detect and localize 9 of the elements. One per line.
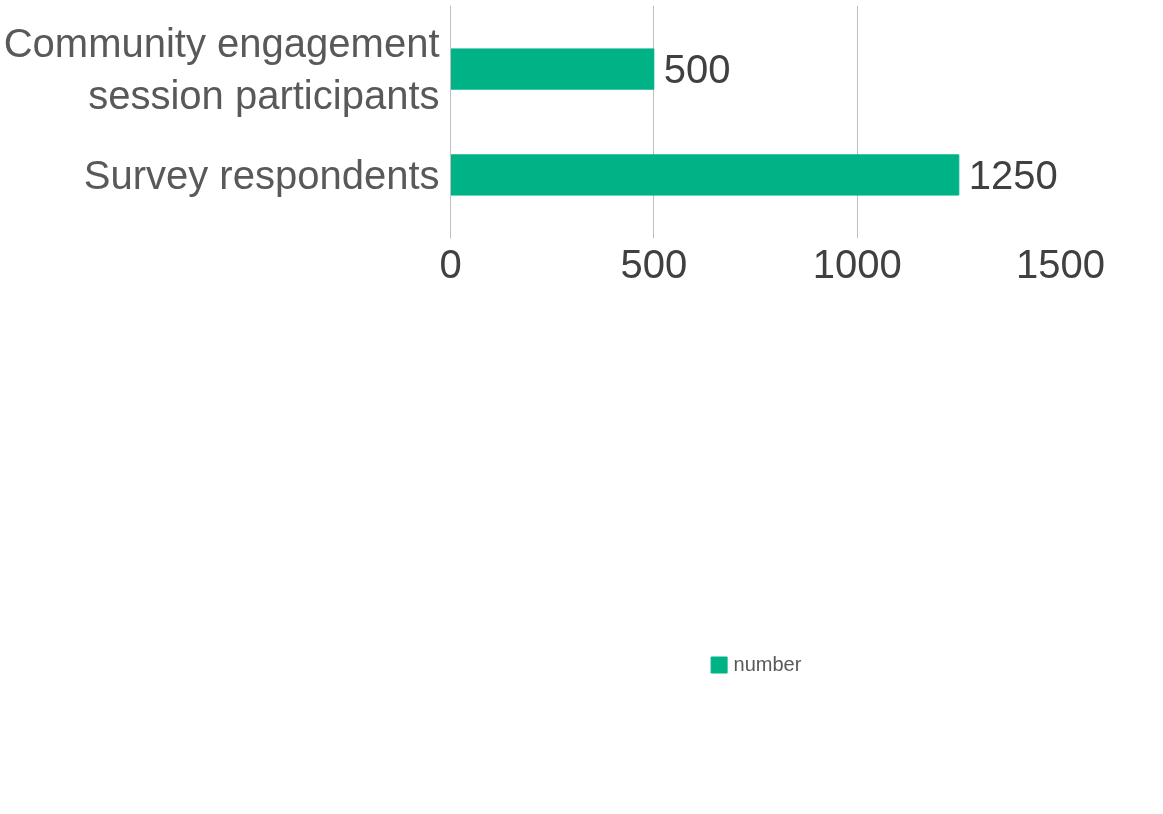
data-label: 1250 — [968, 152, 1058, 197]
x-tick-label: 500 — [620, 241, 688, 286]
x-tick-label: 1000 — [812, 241, 902, 286]
data-label: 500 — [663, 47, 731, 92]
x-tick-label: 0 — [439, 241, 462, 286]
legend-label: number — [733, 652, 802, 676]
y-tick-label: Community engagement session participants — [3, 20, 440, 118]
x-tick-label: 1500 — [1016, 241, 1105, 286]
y-tick-label: Survey respondents — [83, 152, 440, 197]
